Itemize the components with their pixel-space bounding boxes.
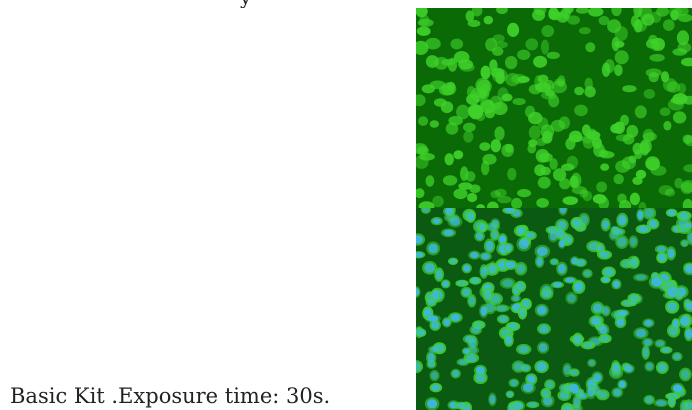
merged-fluorescence-image-canvas: [416, 208, 692, 410]
green-fluorescence-image: [416, 8, 692, 208]
green-fluorescence-image-canvas: [416, 8, 692, 208]
merged-fluorescence-image: [416, 208, 692, 410]
image-caption: Basic Kit .Exposure time: 30s.: [10, 384, 331, 408]
cropped-text-fragment: y: [0, 0, 416, 8]
